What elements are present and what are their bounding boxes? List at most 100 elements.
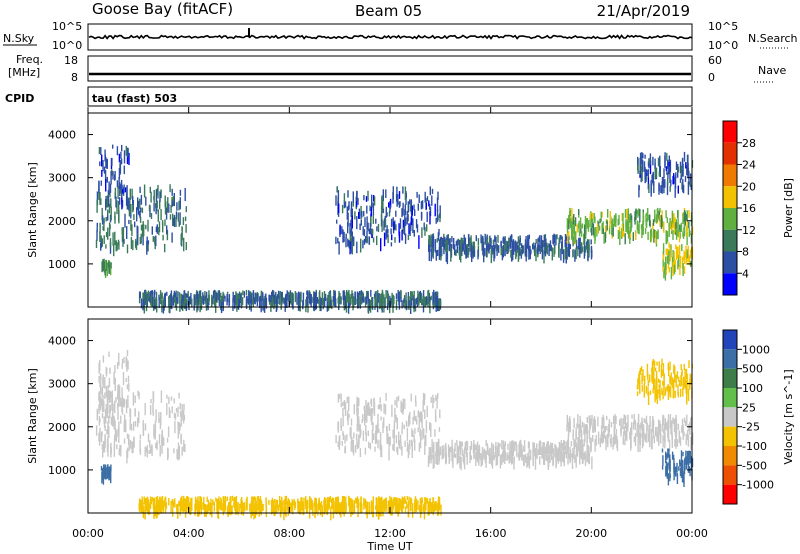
scatter-cell bbox=[515, 242, 517, 247]
scatter-cell bbox=[107, 209, 109, 220]
scatter-cell bbox=[691, 432, 694, 445]
scatter-cell bbox=[372, 506, 374, 518]
scatter-cell bbox=[439, 205, 441, 219]
scatter-cell bbox=[528, 237, 530, 251]
scatter-cell bbox=[406, 441, 409, 449]
scatter-cell bbox=[605, 225, 607, 235]
scatter-cell bbox=[669, 473, 671, 479]
scatter-cell bbox=[460, 442, 462, 449]
scatter-cell bbox=[687, 165, 689, 178]
scatter-cell bbox=[454, 250, 456, 256]
scatter-cell bbox=[500, 246, 502, 256]
scatter-cell bbox=[323, 291, 326, 301]
colorbar-swatch bbox=[723, 251, 737, 274]
scatter-cell bbox=[351, 231, 353, 244]
scatter-cell bbox=[647, 161, 650, 167]
scatter-cell bbox=[513, 250, 515, 255]
scatter-cell bbox=[672, 175, 674, 185]
scatter-cell bbox=[96, 230, 98, 241]
scatter-cell bbox=[555, 448, 558, 454]
scatter-cell bbox=[684, 368, 686, 381]
scatter-cell bbox=[206, 298, 208, 308]
scatter-cell bbox=[513, 444, 515, 452]
scatter-cell bbox=[411, 205, 413, 216]
scatter-cell bbox=[101, 443, 104, 451]
scatter-cell bbox=[502, 451, 504, 457]
scatter-cell bbox=[438, 496, 441, 511]
scatter-cell bbox=[368, 402, 370, 413]
scatter-cell bbox=[464, 237, 467, 251]
scatter-cell bbox=[431, 235, 434, 248]
scatter-cell bbox=[510, 249, 512, 258]
scatter-cell bbox=[399, 218, 402, 229]
scatter-cell bbox=[142, 424, 145, 436]
scatter-cell bbox=[439, 446, 442, 456]
scatter-cell bbox=[436, 209, 439, 223]
colorbar-swatch bbox=[723, 121, 737, 143]
scatter-cell bbox=[108, 351, 110, 357]
scatter-cell bbox=[337, 237, 339, 244]
scatter-cell bbox=[434, 409, 437, 422]
scatter-cell bbox=[611, 220, 613, 233]
scatter-cell bbox=[408, 496, 410, 507]
scatter-cell bbox=[177, 212, 180, 222]
scatter-cell bbox=[128, 219, 130, 225]
colorbar-swatch bbox=[723, 446, 737, 466]
scatter-cell bbox=[379, 497, 382, 507]
scatter-cell bbox=[511, 249, 513, 262]
scatter-cell bbox=[681, 157, 684, 169]
scatter-cell bbox=[107, 197, 110, 207]
scatter-cell bbox=[689, 450, 691, 464]
y-tick-label: 2000 bbox=[48, 421, 76, 434]
scatter-cell bbox=[98, 404, 100, 415]
scatter-cell bbox=[668, 222, 670, 232]
scatter-cell bbox=[659, 423, 662, 437]
scatter-cell bbox=[575, 427, 577, 440]
scatter-cell bbox=[381, 195, 383, 208]
colorbar-swatch bbox=[723, 465, 737, 485]
scatter-cell bbox=[523, 446, 525, 452]
scatter-cell bbox=[281, 502, 283, 513]
scatter-cell bbox=[101, 412, 104, 419]
scatter-cell bbox=[488, 455, 491, 464]
scatter-cell bbox=[636, 422, 639, 429]
scatter-cell bbox=[164, 195, 166, 208]
scatter-cell bbox=[365, 425, 367, 435]
scatter-cell bbox=[109, 203, 112, 208]
scatter-cell bbox=[488, 236, 491, 244]
scatter-cell bbox=[106, 262, 109, 273]
scatter-cell bbox=[580, 248, 582, 253]
scatter-cell bbox=[649, 153, 652, 165]
scatter-cell bbox=[568, 230, 570, 237]
scatter-cell bbox=[153, 290, 156, 298]
scatter-cell bbox=[679, 265, 681, 276]
scatter-cell bbox=[406, 447, 408, 452]
scatter-cell bbox=[502, 453, 505, 463]
scatter-cell bbox=[488, 448, 491, 457]
scatter-cell bbox=[663, 382, 665, 392]
scatter-cell bbox=[285, 293, 287, 307]
scatter-cell bbox=[401, 208, 403, 218]
scatter-cell bbox=[387, 433, 389, 444]
scatter-cell bbox=[441, 248, 443, 257]
scatter-cell bbox=[413, 290, 415, 297]
scatter-cell bbox=[639, 438, 641, 452]
scatter-cell bbox=[574, 217, 577, 227]
scatter-cell bbox=[545, 238, 547, 247]
scatter-cell bbox=[423, 503, 425, 510]
scatter-cell bbox=[287, 291, 290, 302]
scatter-cell bbox=[683, 473, 685, 487]
scatter-cell bbox=[105, 386, 108, 398]
scatter-cell bbox=[110, 392, 112, 398]
scatter-cell bbox=[185, 502, 188, 513]
scatter-cell bbox=[419, 497, 422, 503]
scatter-cell bbox=[575, 456, 577, 468]
scatter-cell bbox=[100, 466, 103, 471]
scatter-cell bbox=[392, 498, 394, 510]
scatter-cell bbox=[667, 178, 669, 185]
scatter-cell bbox=[178, 445, 181, 460]
scatter-cell bbox=[289, 501, 291, 510]
scatter-cell bbox=[645, 170, 647, 179]
scatter-cell bbox=[580, 224, 582, 234]
scatter-cell bbox=[652, 230, 654, 239]
